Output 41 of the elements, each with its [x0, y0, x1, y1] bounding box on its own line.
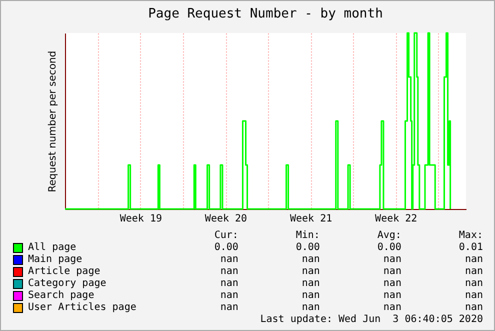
text: nan — [219, 278, 238, 290]
text: nan — [464, 302, 483, 314]
text: nan — [464, 290, 483, 302]
x-tick-label: Week 21 — [290, 214, 332, 224]
x-tick-label: Week 19 — [120, 214, 162, 224]
legend-label: Search page — [28, 290, 94, 302]
text: nan — [464, 266, 483, 278]
text: nan — [300, 278, 320, 290]
text: nan — [219, 290, 238, 302]
text: nan — [464, 278, 483, 290]
text: nan — [382, 266, 402, 278]
text: 0.00 — [294, 242, 320, 254]
y-axis-title: Request number per second — [48, 50, 58, 192]
text: Max: — [458, 230, 483, 242]
x-tick-label: Week 20 — [204, 214, 248, 224]
text: nan — [464, 254, 483, 266]
legend-label: Category page — [28, 278, 106, 290]
text: 0.00 — [213, 242, 238, 254]
text: 0.00 — [376, 242, 402, 254]
text: nan — [300, 302, 320, 314]
text: Cur: — [213, 230, 238, 242]
text: Avg: — [376, 230, 402, 242]
chart-title: Page Request Number - by month — [148, 6, 383, 22]
legend-label: Main page — [28, 254, 82, 266]
text: nan — [219, 302, 238, 314]
text: nan — [219, 254, 238, 266]
text: 0.01 — [458, 242, 483, 254]
text: nan — [382, 302, 402, 314]
text: nan — [382, 254, 402, 266]
x-tick-label: Week 22 — [375, 214, 418, 224]
text: nan — [300, 290, 320, 302]
text: nan — [300, 266, 320, 278]
text: Min: — [294, 230, 320, 242]
legend-label: All page — [28, 242, 76, 254]
text: Last update: Wed Jun 3 06:40:05 2020 — [259, 314, 483, 326]
text: nan — [300, 254, 320, 266]
legend-label: User Articles page — [28, 302, 136, 314]
text: nan — [219, 266, 238, 278]
legend-label: Article page — [28, 266, 100, 278]
text: nan — [382, 278, 402, 290]
text: nan — [382, 290, 402, 302]
